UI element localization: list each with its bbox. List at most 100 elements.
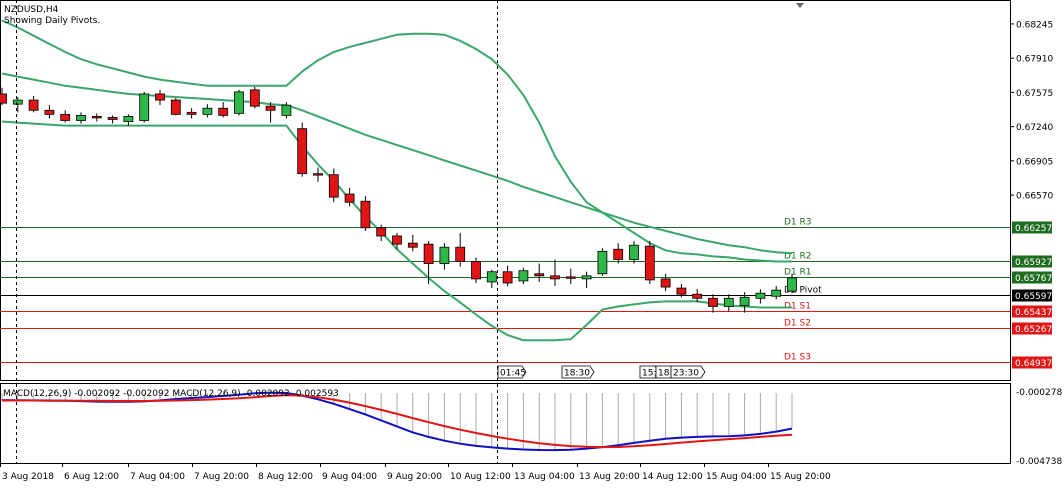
pivot-price-box-0 [1012, 221, 1052, 234]
candle-body [692, 293, 703, 299]
time-marker-1: 18:30 [564, 369, 590, 379]
time-tick-label-9: 13 Aug 20:00 [579, 472, 640, 482]
time-tick-label-7: 10 Aug 12:00 [450, 472, 511, 482]
time-tick-label-4: 8 Aug 12:00 [258, 472, 313, 482]
candle-body [723, 297, 734, 307]
pivot-label-4: D1 S1 [784, 302, 811, 312]
pivot-price-6: 0.64937 [1015, 359, 1052, 369]
price-tick-label-3: 0.67240 [1016, 123, 1053, 133]
time-tick-label-2: 7 Aug 04:00 [130, 472, 185, 482]
candle-body [249, 89, 260, 107]
candle-body [455, 246, 466, 262]
pivot-label-5: D1 S2 [784, 319, 811, 329]
pivot-price-box-1 [1012, 255, 1052, 268]
candle-body [376, 227, 387, 237]
candle-body [613, 248, 624, 260]
band-upper [1, 19, 792, 263]
band-lower [1, 120, 792, 342]
candle-body [328, 174, 339, 198]
pivot-price-5: 0.65267 [1015, 325, 1052, 335]
price-tick-label-1: 0.67910 [1016, 55, 1053, 65]
candle-body [360, 200, 371, 229]
pivot-price-box-2 [1012, 271, 1052, 284]
candle-body [708, 297, 718, 307]
price-tick-label-2: 0.67575 [1016, 89, 1053, 99]
candle-body [534, 273, 545, 277]
pivot-price-1: 0.65927 [1015, 258, 1052, 268]
pivot-label-6: D1 S3 [784, 353, 811, 363]
candle-body [76, 114, 86, 121]
candle-body [281, 104, 292, 116]
time-tick-label-11: 15 Aug 04:00 [706, 472, 767, 482]
candle-body [629, 244, 639, 260]
candle-body [644, 245, 655, 281]
time-marker-0: 01:45 [500, 369, 526, 379]
candle-body [407, 242, 418, 248]
pivot-subtitle: Showing Daily Pivots. [4, 16, 100, 26]
time-marker-box-4 [670, 365, 706, 379]
main-panel-frame [0, 0, 1011, 381]
candle-body [107, 117, 118, 120]
candle-body [28, 99, 39, 111]
candle-body [581, 275, 592, 280]
pivot-label-3: D1 Pivot [784, 286, 822, 296]
candle-body [486, 271, 497, 283]
time-tick-label-6: 9 Aug 20:00 [387, 472, 442, 482]
time-marker-box-0 [497, 365, 527, 379]
chart-shift-marker-icon[interactable] [796, 3, 804, 8]
candle-body [423, 243, 434, 264]
time-tick-label-0: 3 Aug 2018 [2, 472, 54, 482]
candle-body [502, 271, 513, 284]
price-tick-label-0: 0.68245 [1016, 20, 1053, 30]
time-tick-label-10: 14 Aug 12:00 [642, 472, 703, 482]
candle-body [170, 99, 181, 115]
price-tick-label-4: 0.66905 [1016, 157, 1053, 167]
band-middle [1, 72, 793, 255]
macd-tick-label-0: -0.000278 [1016, 388, 1062, 398]
pivot-label-1: D1 R2 [784, 252, 812, 262]
candle-body [202, 107, 213, 115]
candle-body [297, 128, 308, 175]
macd-tick-label-1: -0.004738 [1016, 457, 1062, 467]
time-tick-label-1: 6 Aug 12:00 [64, 472, 119, 482]
candle-body [771, 289, 782, 297]
candle-body [439, 246, 450, 264]
candle-body [139, 93, 150, 121]
pivot-price-box-3 [1012, 289, 1052, 302]
candle-body [123, 116, 134, 122]
candle-body [550, 275, 560, 280]
pivot-price-box-4 [1012, 305, 1052, 318]
candle-body [60, 113, 71, 121]
time-marker-4: 23:30 [673, 369, 699, 379]
time-marker-box-1 [561, 365, 595, 379]
candle-body [787, 277, 797, 292]
macd-signal-line [2, 394, 793, 449]
pivot-label-2: D1 R1 [784, 268, 812, 278]
candle-body [660, 278, 671, 288]
candle-body [218, 107, 229, 116]
candle-body [265, 105, 276, 111]
candle-body [44, 109, 55, 115]
time-tick-label-8: 13 Aug 04:00 [514, 472, 575, 482]
candle-body [313, 173, 323, 176]
candle-body [518, 270, 529, 282]
pivot-price-3: 0.65597 [1015, 292, 1052, 302]
candle-body [155, 93, 165, 101]
symbol-title: NZDUSD,H4 [4, 5, 59, 15]
candle-body [471, 261, 481, 280]
candle-body [91, 116, 102, 119]
macd-label: MACD(12,26,9) -0.002092 -0.002092 MACD(1… [3, 389, 339, 399]
candle-body [565, 276, 576, 279]
time-marker-2: 15: [642, 369, 656, 379]
macd-panel-frame [0, 383, 1011, 464]
price-tick-label-5: 0.66570 [1016, 192, 1053, 202]
candle-body [392, 235, 402, 245]
time-marker-3: 18: [658, 369, 672, 379]
time-tick-label-3: 7 Aug 20:00 [194, 472, 249, 482]
pivot-price-2: 0.65767 [1015, 274, 1052, 284]
candle-body [739, 296, 750, 306]
pivot-price-4: 0.65437 [1015, 308, 1052, 318]
pivot-price-0: 0.66257 [1015, 224, 1052, 234]
candle-body [676, 287, 687, 295]
